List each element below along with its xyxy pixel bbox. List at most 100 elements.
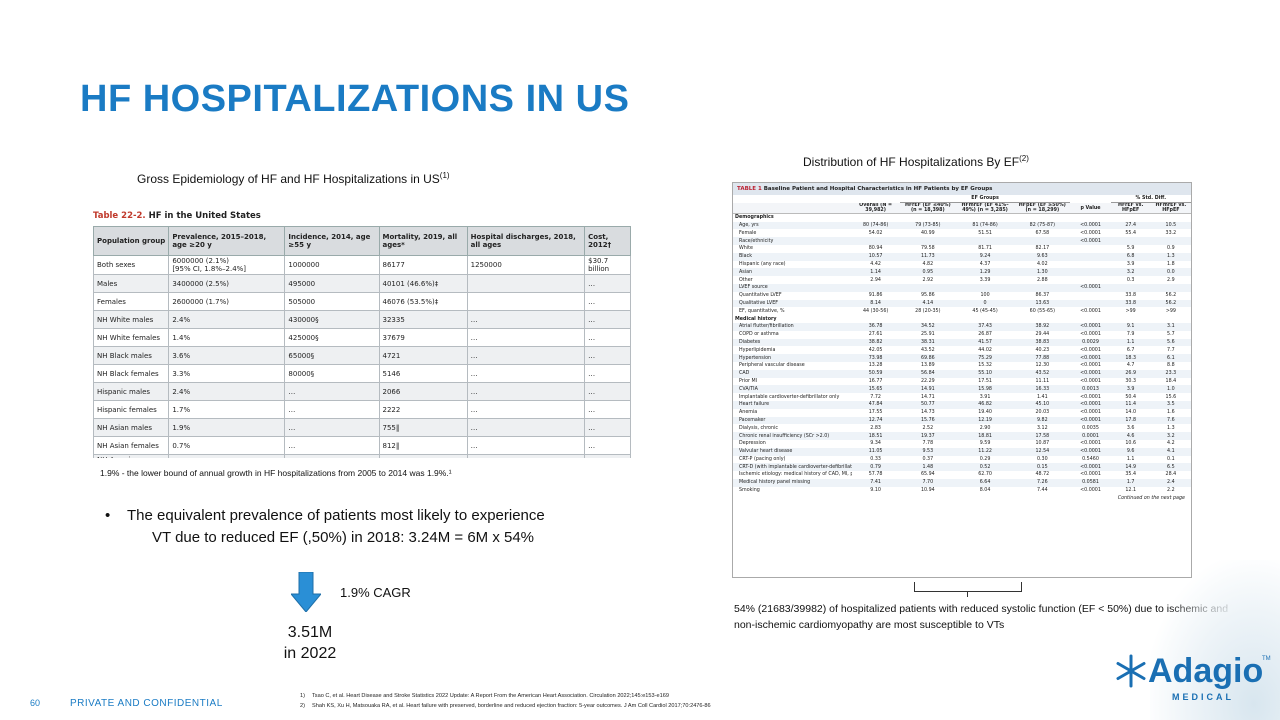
- table-cell: 505000: [284, 292, 380, 311]
- table-cell: 3.6%: [168, 346, 286, 365]
- table-cell: 0.0001: [1070, 432, 1111, 440]
- table-cell: 1.7%: [168, 400, 286, 419]
- table-cell: 25.91: [920, 332, 935, 338]
- table-cell: …: [284, 436, 380, 455]
- table-cell: <0.0001: [1080, 378, 1101, 384]
- reference-number: 1): [300, 693, 305, 699]
- hf-us-table-name: HF in the United States: [148, 211, 261, 221]
- table-cell: 7.41: [851, 478, 900, 487]
- table-cell: 4.2: [1167, 441, 1175, 447]
- table-cell: [1014, 237, 1071, 245]
- table-cell: 0.15: [1014, 463, 1071, 472]
- table-row: NH American Indian or Alaska Native……342…: [93, 454, 631, 458]
- row-label: NH American Indian or Alaska Native: [93, 454, 170, 458]
- table-cell: 13.89: [920, 363, 935, 369]
- table-cell: …: [584, 328, 631, 347]
- table-cell: 2.9: [1167, 277, 1175, 283]
- table-cell: 0.0035: [1082, 425, 1099, 431]
- table-cell: …: [284, 382, 380, 401]
- growth-footnote: 1.9% - the lower bound of annual growth …: [100, 468, 452, 478]
- table-cell: 4.14: [899, 299, 956, 308]
- table-cell: 2.4: [1150, 478, 1191, 487]
- table-cell: 42.05: [868, 347, 883, 353]
- table-cell: 18.3: [1110, 354, 1151, 362]
- table-cell: 30.3: [1125, 378, 1137, 384]
- table-cell: 6.8: [1110, 252, 1151, 261]
- table-cell: <0.0001: [1070, 237, 1111, 245]
- table-cell: 14.9: [1110, 463, 1151, 472]
- reference-text: Shah KS, Xu H, Matsouaka RA, et al. Hear…: [312, 702, 711, 709]
- row-label: Hispanic males: [93, 382, 170, 401]
- table-cell: 27.61: [868, 332, 883, 338]
- table-cell: 0: [955, 299, 1015, 308]
- table-cell: 0.7%: [168, 436, 286, 455]
- table-cell: …: [584, 454, 631, 458]
- table-cell: 10.94: [920, 488, 935, 494]
- table-row: Race/ethnicity <0.0001: [733, 237, 1191, 245]
- table-cell: 50.4: [1125, 394, 1137, 400]
- table-cell: 2.88: [1036, 277, 1048, 283]
- table-cell: 9.1: [1110, 322, 1151, 331]
- table-cell: 1.30: [1014, 268, 1071, 277]
- decorative-background: [1150, 560, 1280, 720]
- std-diff-header: % Std. Diff.: [1110, 195, 1191, 204]
- table-cell: 6000000 (2.1%) [95% CI, 1.8%–2.4%]: [168, 255, 286, 275]
- table-cell: 12.30: [1035, 363, 1050, 369]
- table-cell: 48.72: [1035, 472, 1050, 478]
- row-label: NH Asian males: [93, 418, 170, 437]
- table-cell: [1070, 292, 1110, 300]
- table-cell: 46.82: [955, 400, 1015, 409]
- table-cell: 1.3: [1150, 252, 1191, 261]
- table-cell: 44.02: [978, 347, 992, 353]
- table-row: NH White females 1.4% 425000§ 37679……: [93, 328, 631, 347]
- table-cell: 7.6: [1150, 416, 1191, 425]
- table-cell: 2222: [378, 400, 468, 419]
- hf-us-table-title: Table 22-2. HF in the United States: [93, 211, 633, 221]
- row-label: Implantable cardioverter-defibrillator o…: [739, 394, 840, 400]
- table-cell: 56.2: [1150, 299, 1191, 308]
- table-cell: 79 (73-85): [899, 221, 956, 230]
- table-cell: 50.59: [851, 369, 900, 378]
- table-cell: 4.82: [922, 261, 934, 267]
- table-cell: 6.7: [1126, 347, 1135, 353]
- row-label: NH White females: [93, 328, 170, 347]
- table-row: Hispanic males 2.4%… 2066……: [93, 382, 631, 401]
- table-cell: 33.2: [1165, 230, 1177, 236]
- ef-table-header-row: Overall (N = 39,982) HFrEF (EF ≤40%) (n =…: [733, 202, 1191, 215]
- table-cell: 10.5: [1150, 221, 1191, 230]
- table-cell: 10.57: [851, 252, 900, 261]
- section-label: Demographics: [735, 215, 774, 221]
- table-row: Males 3400000 (2.5%) 495000 40101 (46.6%)‡…: [93, 274, 631, 293]
- row-label: Black: [733, 252, 852, 261]
- table-cell: 1.41: [1036, 394, 1048, 400]
- table-cell: 69.86: [899, 354, 956, 362]
- table-cell: 1.1: [1126, 456, 1135, 462]
- table-cell: <0.0001: [1080, 441, 1101, 447]
- row-label: LVEF source: [733, 283, 852, 292]
- table-cell: 3.91: [979, 394, 991, 400]
- projection-value: 3.51M: [287, 624, 333, 641]
- table-cell: 3.6: [1126, 425, 1135, 431]
- table-row: Implantable cardioverter-defibrillator o…: [733, 393, 1191, 401]
- reference-item: 1) Tsao C, et al. Heart Disease and Strok…: [300, 692, 711, 702]
- table-cell: …: [466, 310, 586, 329]
- ef-table-number: TABLE 1: [737, 186, 762, 192]
- table-cell: 9.34: [870, 441, 881, 447]
- table-row: CRT-P (pacing only) 0.33 0.37 0.29 0.30 0.546…: [733, 456, 1191, 464]
- table-cell: 10.6: [1125, 441, 1137, 447]
- table-row: Hyperlipidemia 42.05 43.52 44.02 40.23 <0.000…: [733, 346, 1191, 354]
- snowflake-icon: [1116, 654, 1146, 688]
- row-label: CAD: [733, 369, 852, 378]
- table-cell: <0.0001: [1070, 463, 1111, 472]
- ef-table-continued: Continued on the next page: [1117, 496, 1185, 502]
- table-cell: 0.0581: [1070, 478, 1111, 487]
- table-cell: 1.6: [1167, 410, 1175, 416]
- table-cell: 3.2: [1110, 268, 1151, 277]
- table-cell: 1.29: [955, 268, 1015, 277]
- table-row: NH Black males 3.6% 65000§ 4721……: [93, 346, 631, 365]
- table-cell: 3.2: [1150, 432, 1191, 440]
- table-cell: …: [284, 418, 380, 437]
- ef-footnote: 54% (21683/39982) of hospitalized patien…: [734, 603, 1229, 631]
- hf-us-table-image: Table 22-2. HF in the United States Popu…: [93, 211, 633, 458]
- table-cell: 20.03: [1035, 410, 1050, 416]
